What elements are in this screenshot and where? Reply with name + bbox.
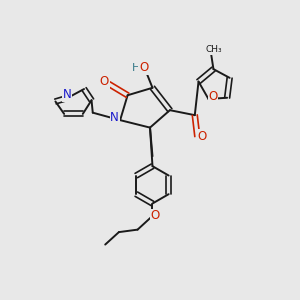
Text: O: O: [151, 209, 160, 222]
Text: O: O: [197, 130, 206, 143]
Text: O: O: [100, 75, 109, 88]
Text: CH₃: CH₃: [205, 46, 222, 55]
Text: O: O: [139, 61, 148, 74]
Text: H: H: [132, 63, 140, 73]
Text: N: N: [63, 88, 72, 101]
Text: O: O: [208, 89, 218, 103]
Text: N: N: [110, 111, 119, 124]
